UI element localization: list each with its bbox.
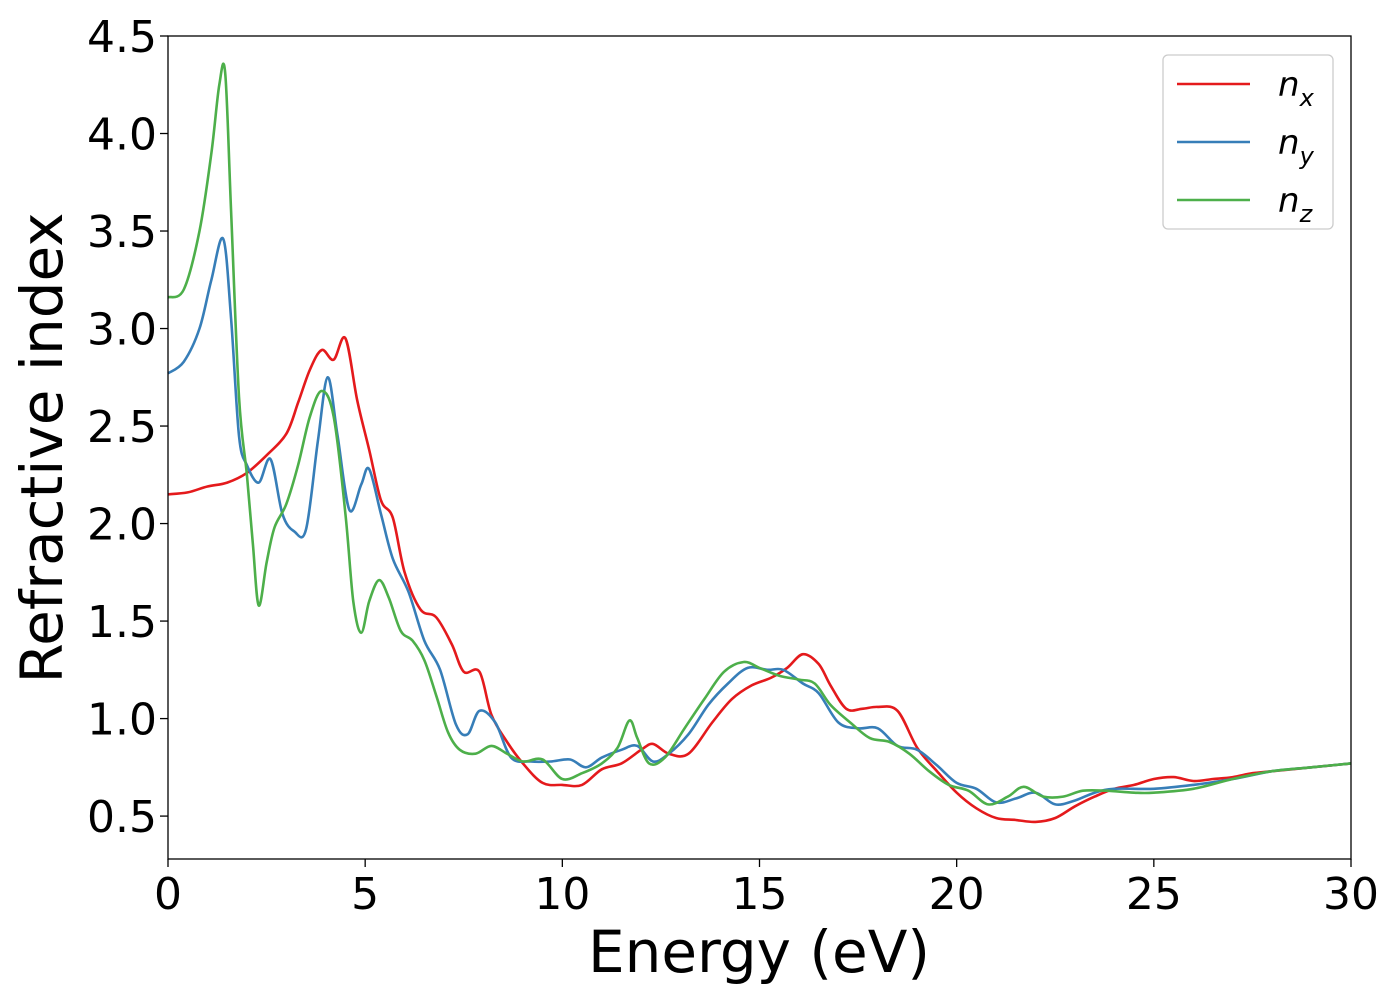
- x-axis: 0 5 10 15 20 25 30: [154, 859, 1379, 920]
- legend-label-main: n: [1278, 181, 1300, 221]
- y-tick-label: 3.0: [87, 305, 157, 356]
- x-tick-label: 0: [154, 869, 182, 920]
- y-tick-label: 2.5: [87, 402, 157, 453]
- series-layer: [167, 62, 1352, 824]
- legend-entry-nx: nx: [1177, 65, 1315, 112]
- legend-label-subscript: x: [1299, 84, 1315, 112]
- x-tick-label: 20: [929, 869, 985, 920]
- series-line-nx: [167, 335, 1352, 824]
- y-tick-label: 2.0: [87, 500, 157, 551]
- x-tick-label: 5: [351, 869, 379, 920]
- y-tick-label: 4.5: [87, 12, 157, 63]
- legend-label-subscript: y: [1299, 142, 1315, 170]
- plot-area: [168, 36, 1351, 859]
- x-axis-title: Energy (eV): [588, 918, 930, 986]
- y-tick-label: 3.5: [87, 207, 157, 258]
- y-axis: 0.5 1.0 1.5 2.0 2.5 3.0 3.5 4.0 4.5: [87, 12, 168, 843]
- legend-entry-ny: ny: [1177, 123, 1315, 170]
- legend-label: ny: [1278, 123, 1315, 170]
- x-tick-label: 30: [1323, 869, 1379, 920]
- y-tick-label: 1.5: [87, 597, 157, 648]
- series-line-ny: [167, 236, 1352, 806]
- x-tick-label: 10: [534, 869, 590, 920]
- y-tick-label: 1.0: [87, 695, 157, 746]
- series-line-nz: [167, 62, 1352, 806]
- y-axis-title: Refractive index: [8, 212, 76, 683]
- y-tick-label: 4.0: [87, 110, 157, 161]
- legend-label: nx: [1278, 65, 1315, 112]
- legend-label-main: n: [1278, 123, 1300, 163]
- legend-label-main: n: [1278, 65, 1300, 105]
- legend-entry-nz: nz: [1177, 181, 1314, 228]
- x-tick-label: 25: [1126, 869, 1182, 920]
- legend-label: nz: [1278, 181, 1314, 228]
- y-tick-label: 0.5: [87, 792, 157, 843]
- x-tick-label: 15: [732, 869, 788, 920]
- legend-label-subscript: z: [1299, 200, 1314, 228]
